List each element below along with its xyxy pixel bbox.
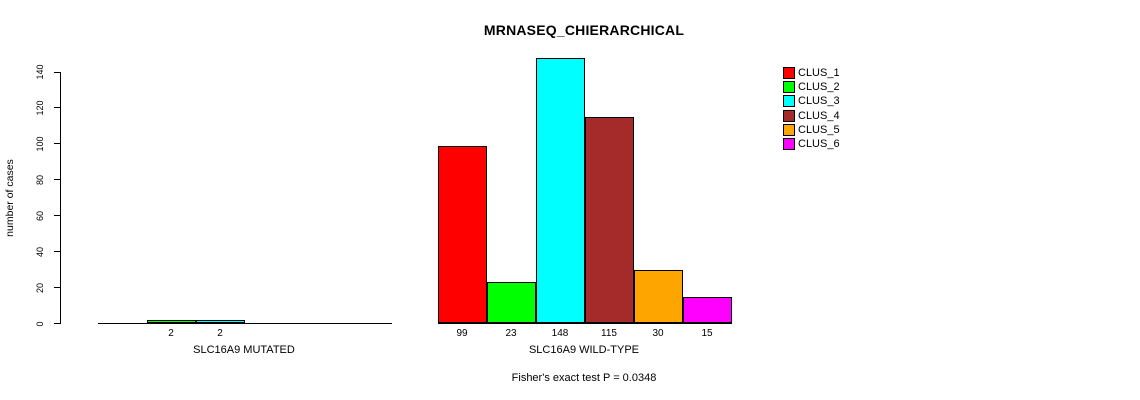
legend-label: CLUS_2: [798, 81, 840, 94]
x-axis-baseline: [97, 323, 392, 324]
x-axis-baseline: [437, 323, 732, 324]
legend-swatch-icon: [783, 109, 795, 122]
y-tick: [54, 215, 60, 217]
y-tick-label: 100: [35, 136, 45, 152]
y-tick: [54, 107, 60, 109]
group-label-wild-type: SLC16A9 WILD-TYPE: [528, 344, 640, 356]
legend-label: CLUS_4: [798, 109, 840, 122]
bar-value-clus_3: 2: [217, 328, 223, 339]
y-tick-label: 80: [35, 174, 45, 185]
y-tick: [54, 323, 60, 324]
legend-swatch-icon: [783, 95, 795, 108]
bar-value-clus_4: 115: [601, 328, 617, 339]
y-axis-label: number of cases: [4, 159, 16, 237]
y-tick: [54, 287, 60, 289]
y-tick-label: 140: [35, 64, 45, 80]
fisher-test-annotation: Fisher's exact test P = 0.0348: [511, 372, 657, 384]
y-tick-label: 40: [35, 246, 45, 257]
bar-value-clus_2: 23: [505, 328, 517, 339]
bar-clus_6: [682, 296, 732, 324]
legend-swatch-icon: [783, 123, 795, 136]
y-tick-label: 120: [35, 100, 45, 116]
legend-item-clus_3: CLUS_3: [783, 94, 840, 108]
bar-value-clus_3: 148: [551, 328, 569, 339]
legend-label: CLUS_5: [798, 123, 840, 136]
bar-clus_2: [146, 319, 196, 324]
y-tick-label: 20: [35, 282, 45, 293]
legend-item-clus_6: CLUS_6: [783, 137, 840, 151]
legend-item-clus_4: CLUS_4: [783, 109, 840, 123]
legend-swatch-icon: [783, 67, 795, 80]
bar-value-clus_5: 30: [652, 328, 664, 339]
y-tick: [54, 143, 60, 145]
y-tick-label: 60: [35, 210, 45, 221]
legend-item-clus_1: CLUS_1: [783, 66, 840, 80]
bar-clus_1: [437, 145, 487, 324]
legend: CLUS_1 CLUS_2 CLUS_3 CLUS_4 CLUS_5 CLUS_6: [783, 66, 840, 151]
legend-label: CLUS_3: [798, 95, 840, 108]
bar-value-clus_1: 99: [456, 328, 468, 339]
legend-swatch-icon: [783, 81, 795, 94]
group-label-mutated: SLC16A9 MUTATED: [193, 344, 295, 356]
y-axis-line: [60, 72, 61, 324]
y-tick: [54, 251, 60, 253]
y-tick-label: 0: [35, 321, 45, 327]
bar-value-clus_2: 2: [168, 328, 174, 339]
bar-clus_3: [195, 319, 245, 324]
bar-clus_3: [535, 57, 585, 324]
legend-label: CLUS_6: [798, 138, 840, 151]
legend-label: CLUS_1: [798, 67, 840, 80]
chart-title: MRNASEQ_CHIERARCHICAL: [483, 22, 685, 38]
bar-clus_2: [486, 282, 536, 324]
bar-clus_5: [633, 269, 683, 324]
bar-clus_4: [584, 116, 634, 324]
legend-swatch-icon: [783, 138, 795, 151]
legend-item-clus_5: CLUS_5: [783, 123, 840, 137]
legend-item-clus_2: CLUS_2: [783, 80, 840, 94]
bar-value-clus_6: 15: [701, 328, 713, 339]
y-tick: [54, 179, 60, 181]
y-tick: [54, 71, 60, 73]
